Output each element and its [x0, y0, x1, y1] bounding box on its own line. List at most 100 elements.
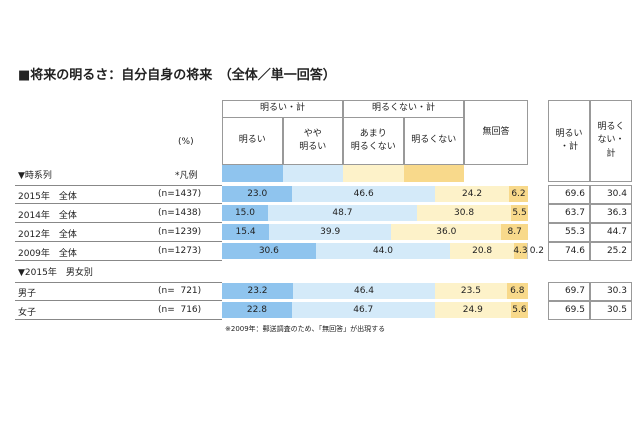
- value-label: 15.4: [235, 227, 256, 237]
- summary-value: 63.7: [548, 204, 590, 223]
- bar-segment: [222, 186, 293, 202]
- note: ※2009年：郵送調査のため、「無回答」が出現する: [225, 325, 386, 333]
- summary-value: 30.3: [590, 282, 632, 301]
- summary-value: 69.5: [548, 301, 590, 320]
- series-header: あまり 明るくない: [343, 117, 404, 165]
- value-label: 22.8: [246, 305, 267, 315]
- bar-segment: [434, 186, 510, 202]
- bar-segment: [391, 224, 502, 240]
- summary-value: 74.6: [548, 242, 590, 261]
- value-label: 8.7: [507, 227, 522, 237]
- bar-segment: [527, 243, 528, 259]
- summary-header: 明るい ・計: [548, 100, 590, 182]
- legend-swatch: [343, 165, 404, 182]
- row-line: [15, 319, 222, 320]
- summary-value: 30.5: [590, 301, 632, 320]
- row-line: [15, 241, 222, 242]
- value-label: 46.6: [353, 189, 374, 199]
- bar-segment: [416, 205, 512, 221]
- row-label: 男子: [18, 289, 37, 299]
- bar-segment: [510, 302, 528, 318]
- sample-size: (n=1437): [158, 189, 202, 199]
- value-label: 46.7: [353, 305, 374, 315]
- row-line: [15, 260, 222, 261]
- bar-segment: [222, 243, 316, 259]
- summary-value: 69.7: [548, 282, 590, 301]
- row-line: [15, 282, 222, 283]
- summary-value: 25.2: [590, 242, 632, 261]
- bar-segment: [291, 302, 435, 318]
- value-label: 24.2: [462, 189, 483, 199]
- row-line: [15, 203, 222, 204]
- bar-segment: [292, 186, 435, 202]
- sample-size: (n= 721): [158, 286, 202, 296]
- value-label: 0.2: [529, 246, 545, 256]
- value-label: 30.6: [258, 246, 279, 256]
- series-header: 明るい: [222, 117, 283, 165]
- legend-swatch: [403, 165, 464, 182]
- bar-segment: [267, 205, 417, 221]
- summary-value: 55.3: [548, 223, 590, 242]
- value-label: 20.8: [472, 246, 493, 256]
- title: ■将来の明るさ：自分自身の将来 （全体／単一回答）: [18, 68, 336, 83]
- sample-size: (n= 716): [158, 305, 202, 315]
- bar-segment: [501, 224, 528, 240]
- bar-segment: [222, 302, 292, 318]
- bar-segment: [450, 243, 514, 259]
- row-label: 2009年 全体: [18, 249, 77, 259]
- sample-size: (n=1273): [158, 246, 202, 256]
- row-label: 女子: [18, 308, 37, 318]
- summary-value: 44.7: [590, 223, 632, 242]
- group-header: 明るくない・計: [343, 100, 464, 118]
- row-label: 2015年 全体: [18, 192, 77, 202]
- summary-value: 30.4: [590, 185, 632, 204]
- section-label: ▼2015年 男女別: [18, 268, 93, 278]
- row-line: [15, 300, 222, 301]
- sample-size: (n=1438): [158, 208, 202, 218]
- legend-label: *凡例: [175, 171, 198, 181]
- value-label: 6.2: [511, 189, 526, 199]
- row-line: [15, 222, 222, 223]
- bar-segment: [269, 224, 392, 240]
- legend-swatch: [282, 165, 343, 182]
- value-label: 44.0: [372, 246, 393, 256]
- bar-segment: [292, 283, 435, 299]
- unit-label: (%): [178, 137, 194, 147]
- value-label: 15.0: [234, 208, 255, 218]
- group-header: 明るい・計: [222, 100, 343, 118]
- series-header: 無回答: [464, 100, 528, 165]
- value-label: 23.2: [247, 286, 268, 296]
- bar-segment: [513, 243, 528, 259]
- row-line: [15, 185, 222, 186]
- bar-segment: [315, 243, 451, 259]
- row-label: 2012年 全体: [18, 230, 77, 240]
- value-label: 46.4: [353, 286, 375, 296]
- summary-header: 明るく ない・ 計: [590, 100, 632, 182]
- sample-size: (n=1239): [158, 227, 202, 237]
- value-label: 36.0: [436, 227, 457, 237]
- bar-segment: [434, 302, 511, 318]
- row-label: 2014年 全体: [18, 211, 77, 221]
- bar-segment: [509, 186, 528, 202]
- value-label: 23.0: [247, 189, 268, 199]
- value-label: 6.8: [510, 286, 525, 296]
- bar-segment: [511, 205, 528, 221]
- bar-segment: [222, 205, 268, 221]
- value-label: 23.5: [460, 286, 481, 296]
- bar-segment: [434, 283, 507, 299]
- value-label: 39.9: [320, 227, 341, 237]
- value-label: 30.8: [454, 208, 475, 218]
- series-header: やや 明るい: [282, 117, 343, 165]
- value-label: 48.7: [332, 208, 353, 218]
- value-label: 24.9: [462, 305, 483, 315]
- value-label: 5.6: [512, 305, 527, 315]
- legend-swatch: [222, 165, 283, 182]
- bar-segment: [222, 224, 270, 240]
- summary-value: 36.3: [590, 204, 632, 223]
- summary-value: 69.6: [548, 185, 590, 204]
- value-label: 4.3: [513, 246, 528, 256]
- bar-segment: [222, 283, 293, 299]
- series-header: 明るくない: [403, 117, 464, 165]
- value-label: 5.5: [512, 208, 527, 218]
